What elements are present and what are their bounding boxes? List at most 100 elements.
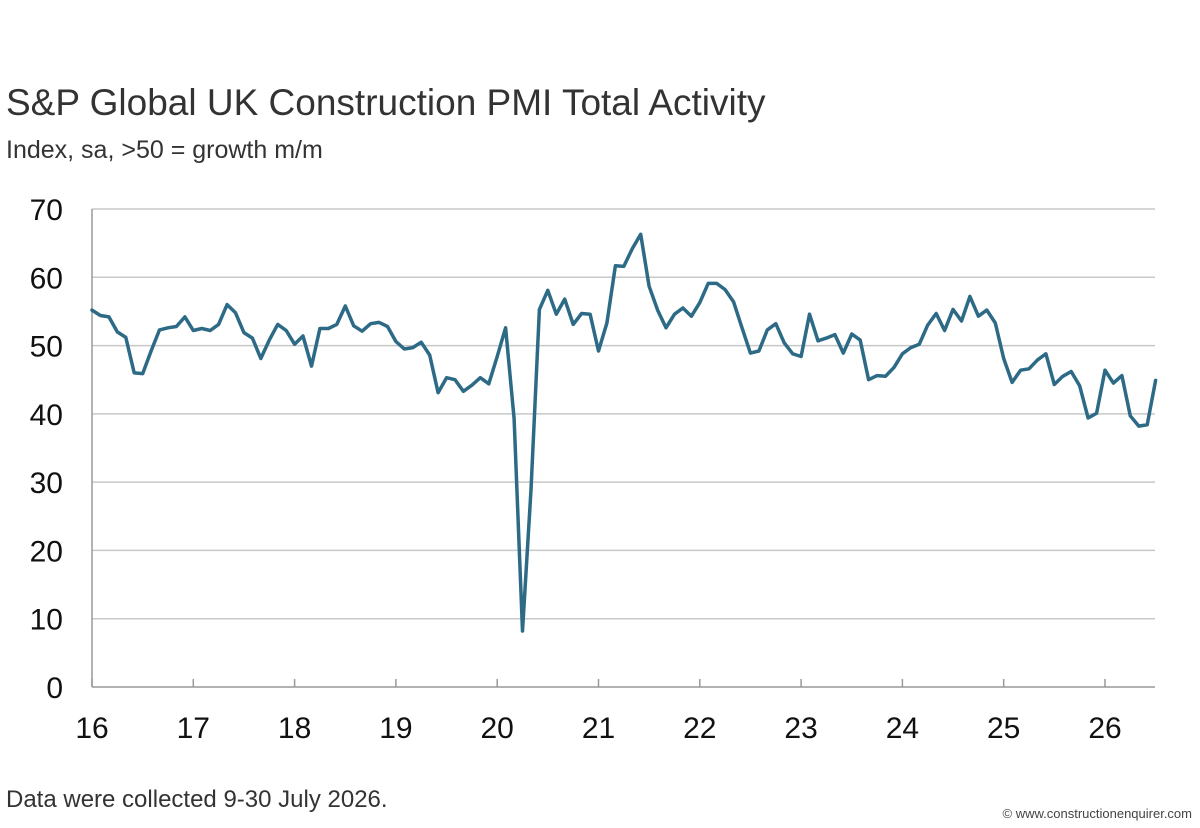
data-point: [428, 353, 432, 357]
data-point: [369, 322, 373, 326]
data-point: [402, 347, 406, 351]
data-point: [301, 334, 305, 338]
data-point: [639, 232, 643, 236]
data-point: [183, 315, 187, 319]
source-credit: © www.constructionenquirer.com: [1002, 806, 1193, 821]
x-tick-label: 20: [481, 712, 514, 745]
data-point: [445, 376, 449, 380]
data-point: [478, 376, 482, 380]
data-point: [141, 372, 145, 376]
x-tick-label: 19: [379, 712, 412, 745]
data-point: [411, 346, 415, 350]
data-point: [588, 312, 592, 316]
y-tick-label: 0: [46, 672, 63, 705]
data-point: [335, 322, 339, 326]
data-point: [706, 281, 710, 285]
x-tick-label: 18: [278, 712, 311, 745]
data-point: [529, 488, 533, 492]
data-point: [267, 338, 271, 342]
data-point: [436, 391, 440, 395]
data-point: [115, 330, 119, 334]
data-point: [1002, 357, 1006, 361]
data-point: [521, 629, 525, 633]
data-point: [234, 311, 238, 315]
data-point: [1010, 380, 1014, 384]
data-point: [174, 325, 178, 329]
data-point: [419, 340, 423, 344]
series-layer: [90, 232, 1158, 633]
data-point: [656, 308, 660, 312]
data-point: [647, 284, 651, 288]
data-point: [715, 281, 719, 285]
data-point: [613, 264, 617, 268]
data-point: [816, 339, 820, 343]
axes: [91, 209, 1155, 688]
data-point: [951, 307, 955, 311]
series-line: [90, 232, 1158, 633]
y-tick-label: 60: [30, 262, 63, 295]
data-point: [993, 321, 997, 325]
data-point: [757, 349, 761, 353]
data-point: [1027, 367, 1031, 371]
data-point: [318, 327, 322, 331]
data-point: [326, 327, 330, 331]
data-point: [1120, 374, 1124, 378]
data-point: [1052, 383, 1056, 387]
data-point: [225, 303, 229, 307]
tick-labels: 0 10 20 30 40 50 60 70 16 17 18 19 20 21 22 23 24 25 26: [30, 194, 1122, 745]
data-point: [360, 329, 364, 333]
data-point: [554, 312, 558, 316]
data-point: [571, 322, 575, 326]
data-point: [968, 294, 972, 298]
y-tick-label: 40: [30, 399, 63, 432]
data-point: [605, 321, 609, 325]
data-point: [782, 341, 786, 345]
data-point: [259, 357, 263, 361]
data-point: [1061, 374, 1065, 378]
data-point: [191, 329, 195, 333]
data-point: [875, 374, 879, 378]
data-point: [597, 349, 601, 353]
data-point: [293, 342, 297, 346]
data-point: [200, 327, 204, 331]
data-point: [698, 301, 702, 305]
data-point: [242, 331, 246, 335]
data-point: [791, 352, 795, 356]
data-point: [276, 322, 280, 326]
data-point: [453, 378, 457, 382]
data-point: [124, 335, 128, 339]
data-point: [622, 264, 626, 268]
data-point: [824, 336, 828, 340]
data-point: [352, 324, 356, 328]
data-point: [985, 308, 989, 312]
data-point: [461, 389, 465, 393]
data-point: [563, 297, 567, 301]
data-point: [1095, 411, 1099, 415]
data-point: [1154, 378, 1158, 382]
gridlines: [92, 208, 1155, 620]
x-tick-label: 24: [886, 712, 919, 745]
data-point: [132, 371, 136, 375]
data-point: [841, 351, 845, 355]
data-point: [580, 312, 584, 316]
data-point: [740, 326, 744, 330]
data-point: [934, 312, 938, 316]
data-point: [470, 383, 474, 387]
data-point: [774, 322, 778, 326]
data-point: [1069, 370, 1073, 374]
data-point: [960, 319, 964, 323]
data-point: [487, 382, 491, 386]
data-point: [166, 326, 170, 330]
data-point: [673, 312, 677, 316]
data-point: [1036, 358, 1040, 362]
x-tick-label: 21: [582, 712, 615, 745]
data-point: [208, 329, 212, 333]
data-point: [158, 328, 162, 332]
data-point: [1145, 423, 1149, 427]
data-point: [1111, 381, 1115, 385]
data-point: [537, 307, 541, 311]
data-point: [310, 364, 314, 368]
y-tick-label: 10: [30, 604, 63, 637]
chart-title: S&P Global UK Construction PMI Total Act…: [6, 82, 766, 123]
